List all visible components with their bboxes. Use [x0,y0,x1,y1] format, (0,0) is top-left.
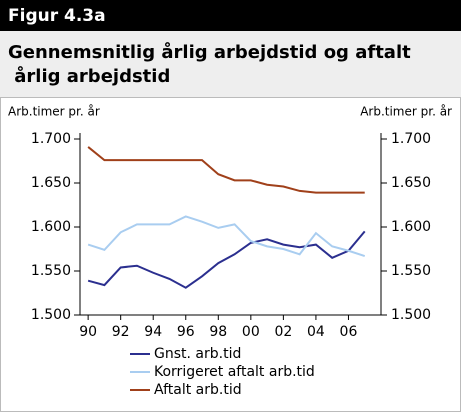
legend-label: Gnst. arb.tid [154,346,241,362]
x-tick-label: 06 [340,324,358,340]
y2-tick-label: 1.550 [391,263,431,279]
x-tick-label: 90 [79,324,97,340]
y2-axis-label: Arb.timer pr. år [360,105,452,119]
y-tick-label: 1.700 [31,131,71,147]
y2-tick-label: 1.700 [391,131,431,147]
figure-header [0,0,461,31]
x-tick-label: 98 [209,324,227,340]
legend-label: Aftalt arb.tid [154,382,242,398]
y2-tick-label: 1.600 [391,219,431,235]
y2-tick-label: 1.650 [391,175,431,191]
y-tick-label: 1.550 [31,263,71,279]
x-tick-label: 94 [144,324,162,340]
y-tick-label: 1.650 [31,175,71,191]
x-tick-label: 96 [177,324,195,340]
x-tick-label: 02 [274,324,292,340]
y-tick-label: 1.500 [31,307,71,323]
chart-title: Gennemsnitlig årlig arbejdstid og aftalt… [8,41,411,87]
legend-label: Korrigeret aftalt arb.tid [154,364,315,380]
series-line [87,230,366,289]
y-axis-label: Arb.timer pr. år [8,105,100,119]
y2-tick-label: 1.500 [391,307,431,323]
x-tick-label: 92 [112,324,130,340]
y-tick-label: 1.600 [31,219,71,235]
series-line [87,146,365,194]
x-tick-label: 04 [307,324,325,340]
title-area [0,31,461,97]
x-tick-label: 00 [242,324,260,340]
series-line [87,215,366,257]
figure-label: Figur 4.3a [8,6,106,26]
